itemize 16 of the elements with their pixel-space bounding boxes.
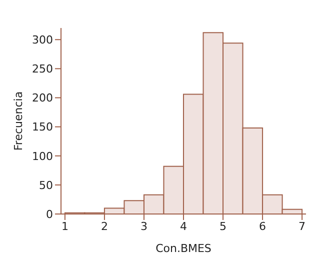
y-tick-label: 50 bbox=[39, 178, 53, 192]
x-tick-label: 7 bbox=[298, 220, 306, 233]
x-axis-title: Con.BMES bbox=[156, 242, 212, 255]
y-tick-label: 300 bbox=[32, 34, 53, 47]
x-tick-label: 2 bbox=[100, 220, 108, 233]
y-tick-label: 200 bbox=[32, 92, 53, 105]
y-tick-label: 250 bbox=[32, 62, 53, 76]
y-tick-label: 150 bbox=[32, 120, 53, 134]
x-tick-label: 6 bbox=[259, 220, 266, 233]
x-tick-label: 3 bbox=[140, 220, 148, 233]
x-tick-label: 5 bbox=[220, 220, 227, 233]
x-tick-label: 4 bbox=[180, 220, 187, 233]
y-tick-label: 100 bbox=[32, 150, 53, 163]
y-tick-label: 0 bbox=[46, 208, 53, 221]
y-axis-title: Frecuencia bbox=[12, 91, 25, 151]
x-tick-label: 1 bbox=[61, 220, 68, 233]
